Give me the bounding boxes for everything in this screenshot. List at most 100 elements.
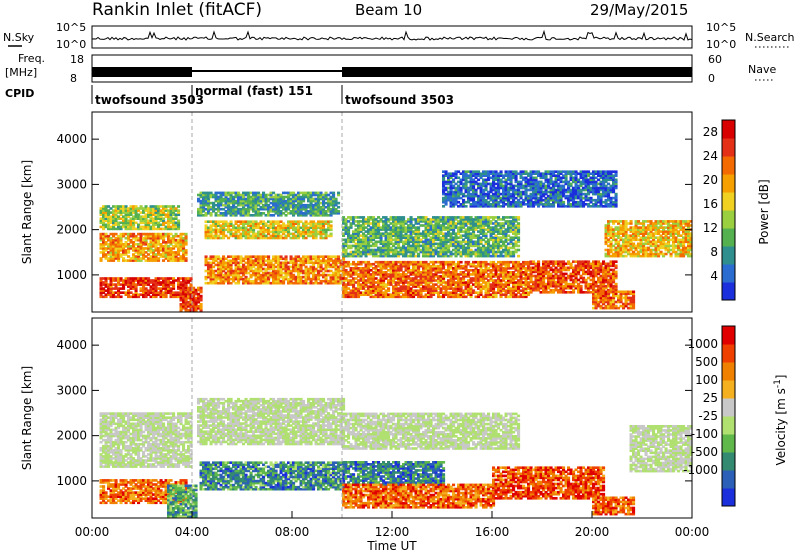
heat-cell [127,295,131,299]
heat-cell [357,279,361,282]
heat-cell [454,264,458,268]
heat-cell [272,220,276,223]
heat-cell [372,262,376,266]
heat-cell [104,205,108,208]
heat-cell [469,262,473,266]
heat-cell [337,277,341,281]
heat-cell [304,230,308,234]
heat-cell [222,259,226,263]
heat-cell [457,281,461,284]
heat-cell [262,197,266,201]
heat-cell [347,287,351,290]
heat-cell [249,224,253,227]
heat-cell [227,269,231,273]
heat-cell [364,283,368,286]
heat-cell [142,291,146,294]
heat-cell [459,264,463,268]
heat-cell [204,261,208,265]
heat-cell [234,205,238,209]
heat-cell [114,247,118,250]
heat-cell [494,283,498,286]
heat-cell [487,281,491,284]
heat-cell [209,201,213,205]
heat-cell [327,279,331,283]
heat-cell [464,289,468,292]
heat-cell [437,279,441,282]
heat-cell [299,263,303,267]
heat-cell [374,289,378,292]
heat-cell [304,261,308,265]
heat-cell [132,223,136,227]
heat-cell [212,234,216,238]
heat-cell [197,207,201,211]
heat-cell [167,211,171,214]
heat-cell [279,220,283,223]
heat-cell [467,281,471,284]
heat-cell [154,207,158,210]
heat-cell [227,236,231,240]
heat-cell [187,292,191,296]
heat-cell [259,214,263,217]
heat-cell [342,234,346,237]
heat-cell [369,281,373,284]
heat-cell [399,275,403,278]
heat-cell [149,213,153,216]
heat-cell [277,210,281,213]
heat-cell [319,214,323,217]
heat-cell [222,255,226,258]
heat-cell [102,211,106,214]
heat-cell [347,279,351,282]
heat-cell [292,273,296,277]
heat-cell [199,191,203,195]
heat-cell [442,291,446,294]
heat-cell [277,220,281,223]
heat-cell [257,195,261,199]
heat-cell [352,269,356,272]
heat-cell [209,232,213,236]
heat-cell [234,230,238,234]
heat-cell [259,261,263,265]
heat-cell [274,212,278,215]
heat-cell [322,261,326,265]
heat-cell [199,296,203,300]
heat-cell [262,203,266,207]
heat-cell [124,249,128,252]
heat-cell [394,260,398,264]
heat-cell [324,273,328,277]
heat-cell [262,232,266,236]
heat-cell [259,234,263,238]
heat-cell [347,260,351,264]
heat-cell [527,281,531,284]
heat-cell [139,211,143,214]
heat-cell [264,234,268,238]
heat-cell [259,232,263,236]
heat-cell [314,207,318,211]
heat-cell [184,251,188,254]
heat-cell [279,273,283,277]
heat-cell [204,212,208,215]
heat-cell [119,243,123,246]
heat-cell [462,283,466,286]
heat-cell [254,214,258,217]
heat-cell [132,295,136,299]
heat-cell [329,255,333,258]
heat-cell [274,207,278,211]
heat-cell [159,295,163,299]
heat-cell [299,279,303,283]
heat-cell [507,289,511,292]
heat-cell [244,230,248,234]
heat-cell [427,291,431,294]
heat-cell [267,199,271,203]
heat-cell [512,281,516,284]
heat-cell [234,261,238,265]
heat-cell [297,267,301,271]
heat-cell [452,267,456,270]
heat-cell [99,217,103,220]
heat-cell [417,275,421,278]
heat-cell [254,224,258,227]
heat-cell [229,214,233,217]
heat-cell [114,232,118,236]
heat-cell [162,281,166,284]
heat-cell [249,222,253,225]
heat-cell [199,201,203,205]
